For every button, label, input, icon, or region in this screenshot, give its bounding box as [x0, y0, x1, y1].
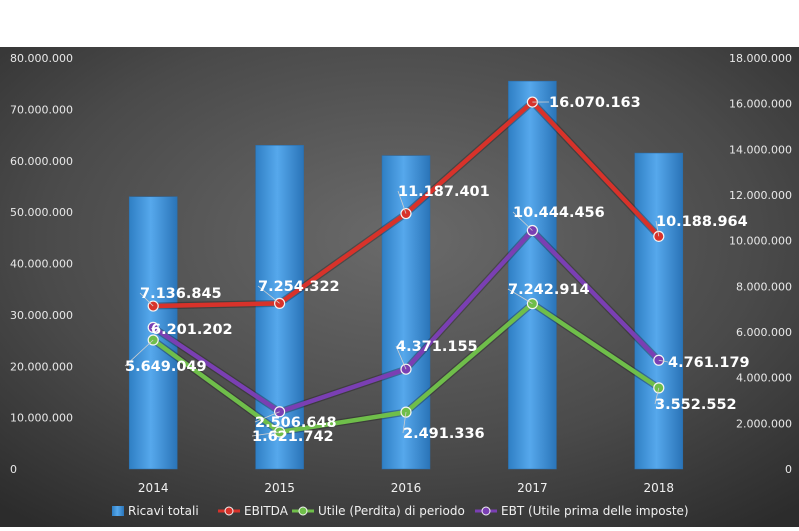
data-label-ebt-utile-prima-delle-imposte: 2.506.648	[255, 415, 337, 431]
data-label-ebitda: 11.187.401	[398, 184, 490, 200]
data-label-utile-perdita-di-periodo: 3.552.552	[655, 397, 737, 413]
data-label-ebt-utile-prima-delle-imposte: 4.371.155	[396, 339, 478, 355]
y-left-tick-label: 30.000.000	[10, 309, 73, 322]
y-right-tick-label: 4.000.000	[736, 372, 792, 385]
x-category-label: 2017	[517, 481, 548, 495]
y-left-tick-label: 40.000.000	[10, 258, 73, 271]
data-label-utile-perdita-di-periodo: 5.649.049	[125, 359, 207, 375]
data-label-utile-perdita-di-periodo: 2.491.336	[403, 426, 485, 442]
legend-label-ricavi-totali: Ricavi totali	[128, 504, 199, 518]
data-label-ebitda: 7.136.845	[140, 286, 222, 302]
y-right-tick-label: 12.000.000	[729, 189, 792, 202]
data-label-ebt-utile-prima-delle-imposte: 4.761.179	[668, 355, 750, 371]
y-left-tick-label: 20.000.000	[10, 360, 73, 373]
legend-swatch-marker-ebt-utile-prima-delle-imposte	[482, 507, 490, 515]
bar-ricavi-totali	[508, 81, 556, 469]
data-label-utile-perdita-di-periodo: 1.621.742	[252, 429, 334, 445]
data-label-ebt-utile-prima-delle-imposte: 6.201.202	[151, 322, 233, 338]
legend-label-ebitda: EBITDA	[244, 504, 289, 518]
y-left-tick-label: 80.000.000	[10, 52, 73, 65]
y-right-tick-label: 16.000.000	[729, 98, 792, 111]
x-category-label: 2018	[644, 481, 675, 495]
data-label-ebt-utile-prima-delle-imposte: 10.444.456	[513, 205, 605, 221]
data-label-ebitda: 16.070.163	[549, 95, 641, 111]
legend-swatch-marker-utile-perdita-di-periodo	[299, 507, 307, 515]
y-right-tick-label: 0	[785, 463, 792, 476]
x-category-label: 2014	[138, 481, 169, 495]
legend-swatch-ricavi-totali	[112, 506, 124, 516]
data-label-ebitda: 7.254.322	[258, 279, 340, 295]
data-label-ebitda: 10.188.964	[656, 214, 748, 230]
y-left-tick-label: 70.000.000	[10, 103, 73, 116]
y-right-tick-label: 2.000.000	[736, 417, 792, 430]
y-right-tick-label: 14.000.000	[729, 143, 792, 156]
y-left-tick-label: 10.000.000	[10, 412, 73, 425]
y-right-tick-label: 10.000.000	[729, 235, 792, 248]
legend-label-ebt-utile-prima-delle-imposte: EBT (Utile prima delle imposte)	[501, 504, 689, 518]
y-left-tick-label: 0	[10, 463, 17, 476]
y-right-tick-label: 18.000.000	[729, 52, 792, 65]
y-right-tick-label: 8.000.000	[736, 280, 792, 293]
y-right-tick-label: 6.000.000	[736, 326, 792, 339]
bar-ricavi-totali	[635, 153, 683, 469]
data-label-utile-perdita-di-periodo: 7.242.914	[508, 282, 590, 298]
x-category-label: 2016	[391, 481, 422, 495]
legend-swatch-marker-ebitda	[225, 507, 233, 515]
legend-label-utile-perdita-di-periodo: Utile (Perdita) di periodo	[318, 504, 465, 518]
x-category-label: 2015	[264, 481, 295, 495]
y-left-tick-label: 50.000.000	[10, 206, 73, 219]
y-left-tick-label: 60.000.000	[10, 155, 73, 168]
